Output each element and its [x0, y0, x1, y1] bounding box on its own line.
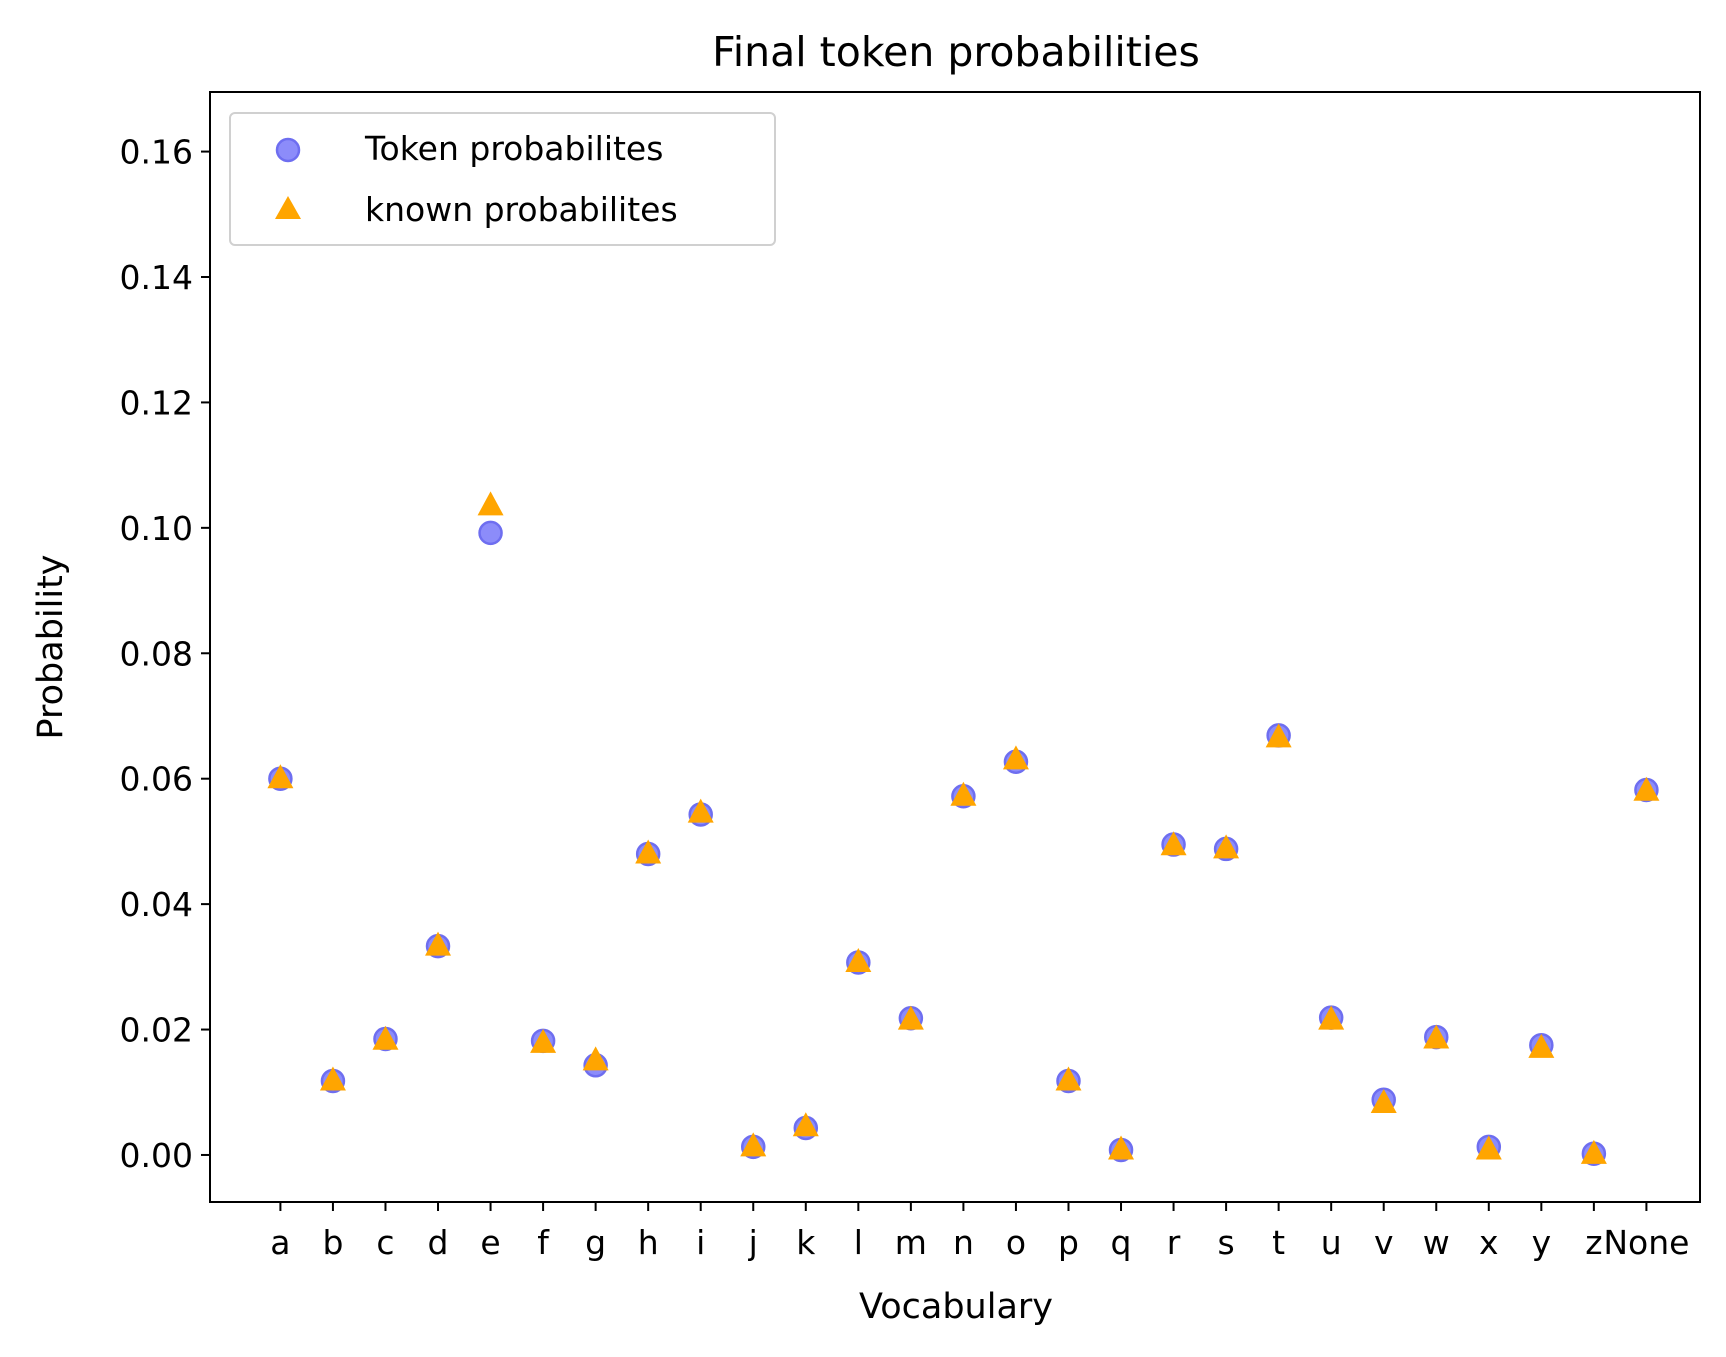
legend: Token probabilites known probabilites — [229, 112, 776, 246]
x-tick-label: n — [953, 1223, 974, 1262]
data-point-triangle — [582, 1046, 609, 1071]
y-tick-label: 0.06 — [120, 760, 193, 799]
x-tick-label: z — [1585, 1223, 1602, 1262]
data-point-triangle — [372, 1025, 399, 1050]
x-tick-label: c — [376, 1223, 394, 1262]
data-point-triangle — [1213, 834, 1240, 859]
y-tick-label: 0.12 — [120, 383, 193, 422]
x-tick-label: l — [854, 1223, 863, 1262]
x-tick-label: b — [322, 1223, 343, 1262]
data-point-triangle — [635, 839, 662, 864]
data-point-triangle — [1002, 745, 1029, 770]
data-point-triangle — [1423, 1024, 1450, 1049]
x-tick-label: y — [1532, 1223, 1552, 1262]
x-tick-label: m — [895, 1223, 927, 1262]
data-point-triangle — [950, 781, 977, 806]
x-tick-label: p — [1058, 1223, 1079, 1262]
data-point-triangle — [740, 1132, 767, 1157]
data-point-triangle — [267, 764, 294, 789]
data-point-triangle — [1055, 1066, 1082, 1091]
data-point-triangle — [897, 1005, 924, 1030]
y-tick-label: 0.10 — [120, 509, 193, 548]
data-series — [267, 491, 1660, 1166]
x-tick-label: r — [1167, 1223, 1181, 1262]
data-point-triangle — [792, 1112, 819, 1137]
chart-title: Final token probabilities — [712, 28, 1200, 76]
x-tick-label: q — [1111, 1223, 1132, 1262]
x-tick-label: v — [1374, 1223, 1394, 1262]
x-tick-label: j — [748, 1223, 758, 1262]
y-tick-label: 0.16 — [120, 133, 193, 172]
x-tick-label: o — [1006, 1223, 1026, 1262]
x-axis-label: Vocabulary — [859, 1287, 1053, 1327]
x-tick-label: i — [696, 1223, 705, 1262]
data-point-triangle — [1318, 1005, 1345, 1030]
x-tick-label: t — [1272, 1223, 1285, 1262]
y-tick-label: 0.14 — [120, 258, 193, 297]
x-tick-label: k — [796, 1223, 816, 1262]
legend-label-token-probabilities: Token probabilites — [364, 129, 663, 168]
x-tick-label: s — [1217, 1223, 1234, 1262]
y-tick-label: 0.02 — [120, 1011, 193, 1050]
y-tick-label: 0.04 — [120, 885, 193, 924]
data-point-triangle — [1160, 831, 1187, 856]
y-axis-label: Probability — [31, 554, 71, 739]
y-axis: 0.00 0.02 0.04 0.06 0.08 0.10 0.12 0.14 0.16 — [120, 133, 210, 1175]
x-tick-label: a — [270, 1223, 290, 1262]
x-tick-label: w — [1423, 1223, 1450, 1262]
data-point-triangle — [530, 1028, 557, 1053]
x-axis: a b c d e f g h i j k l m n o p q r s t u v w x y z None — [270, 1202, 1689, 1262]
x-tick-label: e — [480, 1223, 500, 1262]
legend-circle-marker — [275, 137, 301, 163]
data-point-triangle — [1370, 1089, 1397, 1114]
x-tick-label: f — [537, 1223, 550, 1262]
data-point-triangle — [1580, 1139, 1607, 1164]
legend-box — [229, 112, 776, 246]
legend-triangle-marker — [275, 196, 301, 219]
x-tick-label: d — [428, 1223, 449, 1262]
plot-area — [209, 91, 1701, 1203]
data-point-triangle — [687, 798, 714, 823]
data-point-triangle — [1633, 776, 1660, 801]
series-known-probabilities — [267, 491, 1660, 1164]
y-tick-label: 0.00 — [120, 1136, 193, 1175]
x-tick-label: x — [1479, 1223, 1499, 1262]
data-point-triangle — [1528, 1033, 1555, 1058]
data-point-triangle — [1475, 1135, 1502, 1160]
x-tick-label: u — [1321, 1223, 1342, 1262]
data-point-triangle — [845, 947, 872, 972]
x-tick-label: g — [585, 1223, 606, 1262]
x-tick-label: h — [638, 1223, 659, 1262]
x-tick-label: None — [1603, 1223, 1689, 1262]
legend-label-known-probabilities: known probabilites — [365, 190, 678, 229]
data-point-circle — [478, 520, 503, 546]
data-point-triangle — [477, 491, 504, 516]
data-point-triangle — [1108, 1135, 1135, 1160]
data-point-triangle — [1265, 723, 1292, 748]
data-point-triangle — [425, 931, 452, 956]
data-point-triangle — [319, 1066, 346, 1091]
y-tick-label: 0.08 — [120, 634, 193, 673]
